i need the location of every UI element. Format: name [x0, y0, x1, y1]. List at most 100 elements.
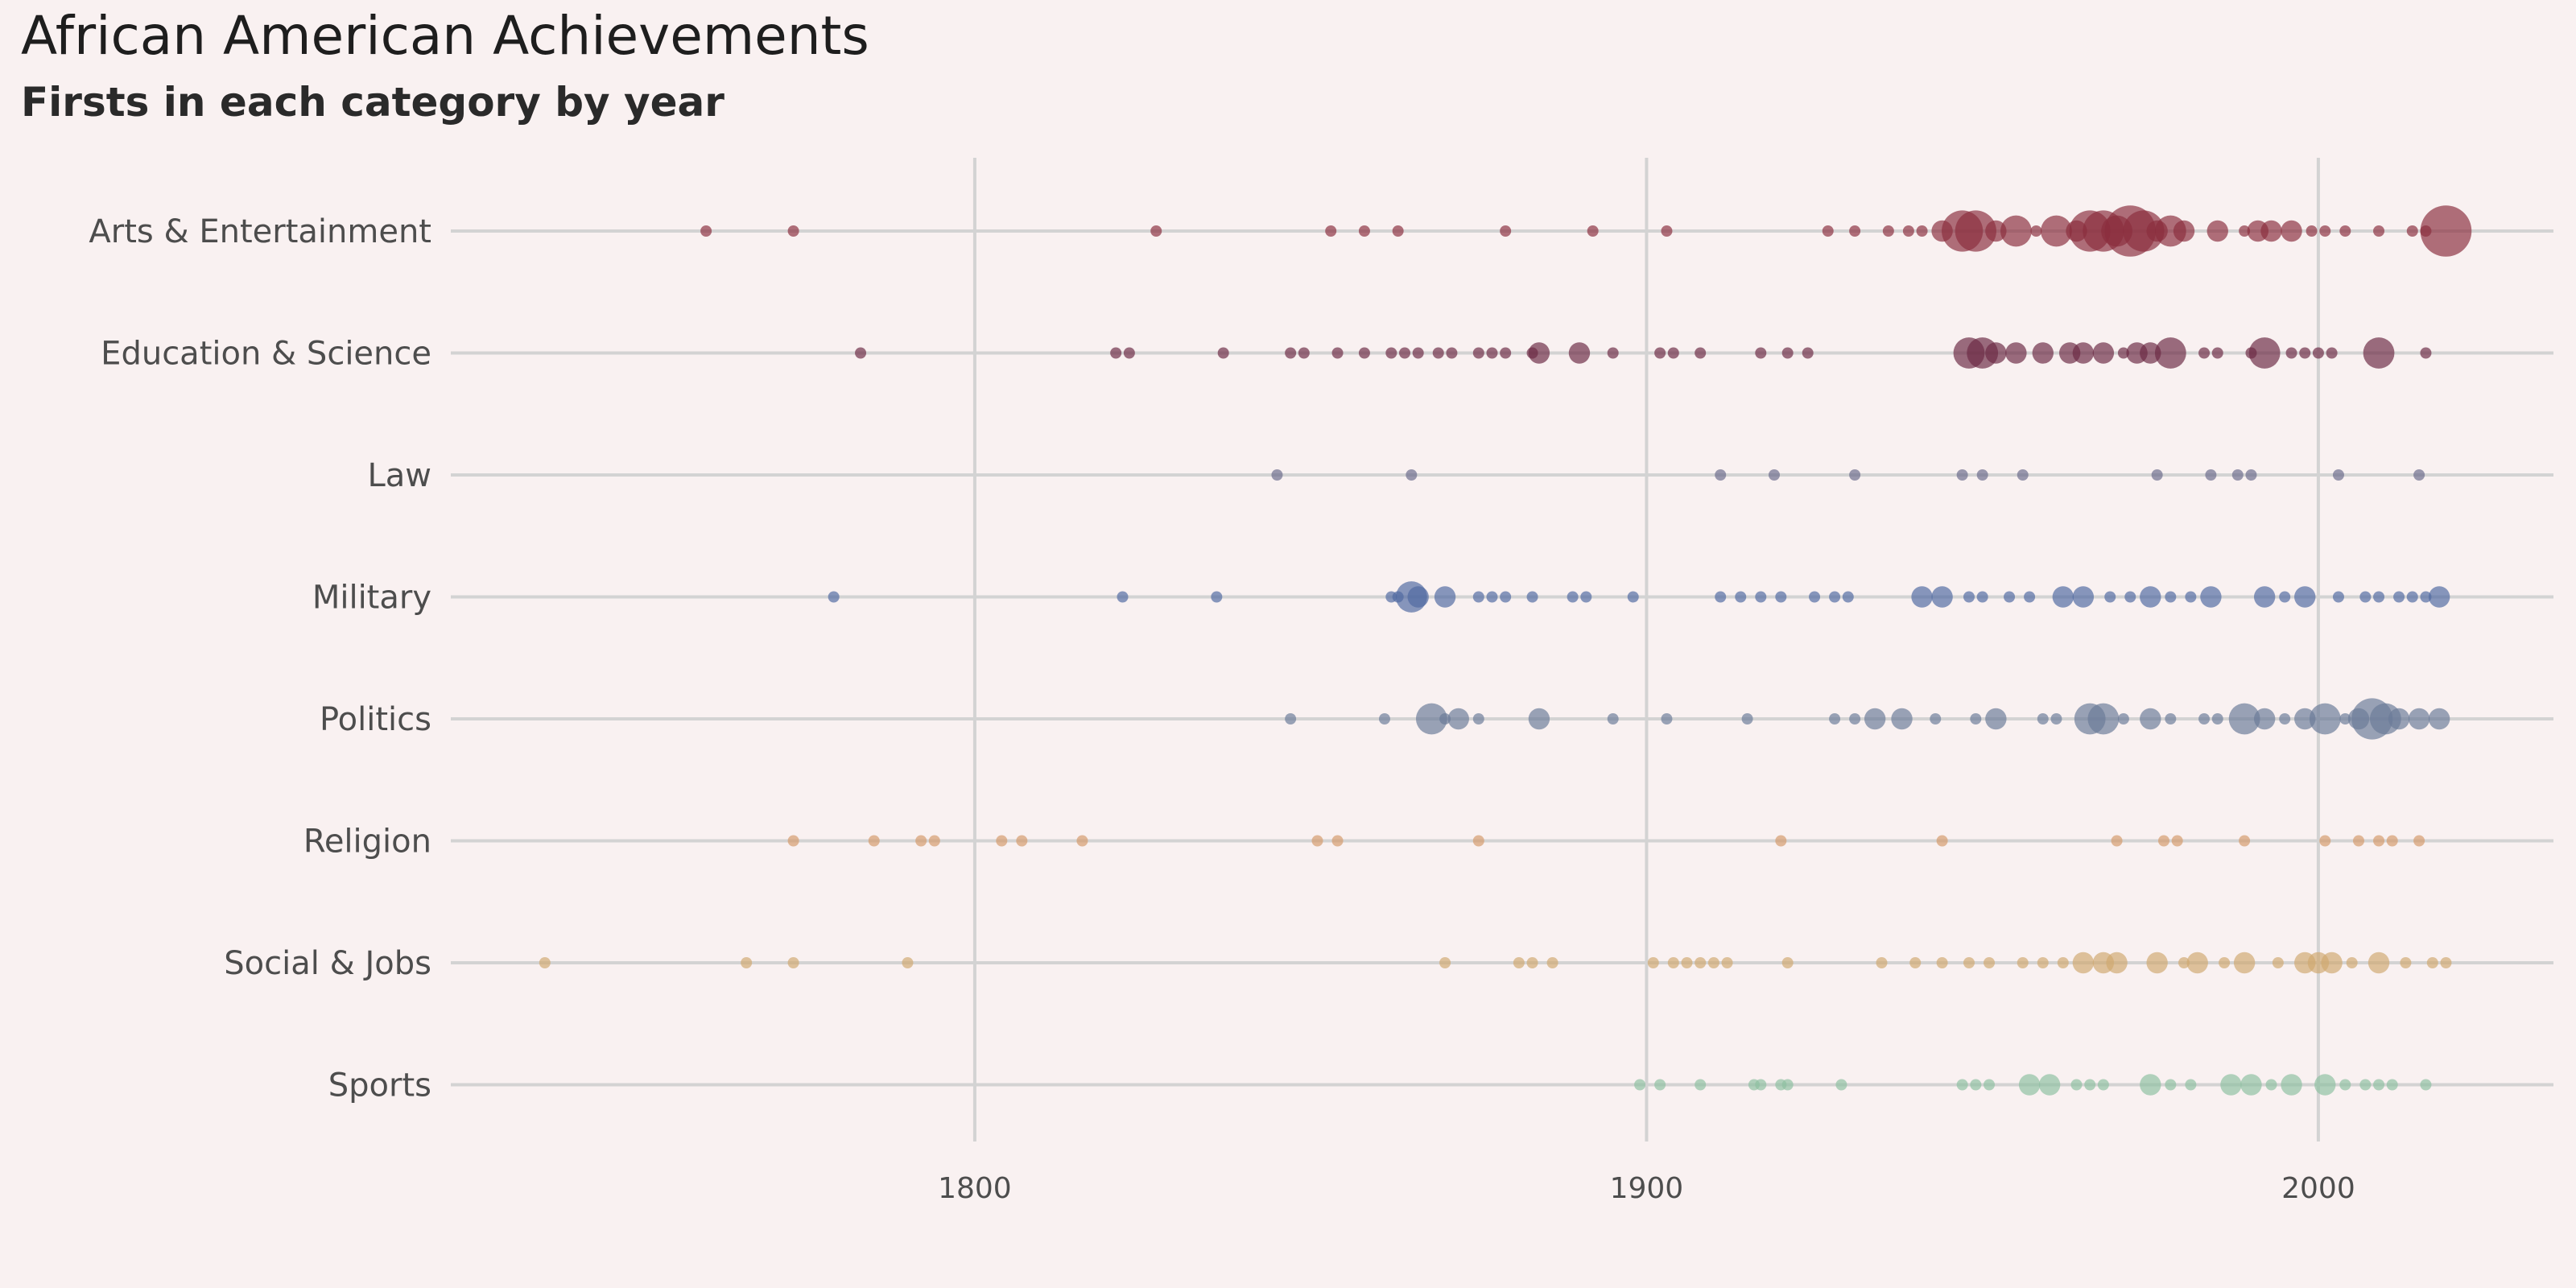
- point-military-1925: [1809, 591, 1821, 603]
- point-military-1950: [1976, 591, 1988, 603]
- point-education-science-1783: [855, 347, 867, 359]
- point-education-science-2002: [2326, 347, 2338, 359]
- point-military-1822: [1117, 591, 1129, 603]
- point-arts-entertainment-1952: [1985, 220, 2007, 242]
- point-sports-1929: [1835, 1079, 1847, 1091]
- point-politics-2018: [2428, 708, 2450, 730]
- point-social-jobs-1906: [1681, 957, 1693, 968]
- point-arts-entertainment-2004: [2339, 225, 2351, 237]
- point-sports-2007: [2359, 1079, 2372, 1091]
- point-military-2014: [2406, 591, 2418, 603]
- point-religion-1807: [1016, 835, 1028, 847]
- x-tick-label-1900: 1900: [1610, 1172, 1684, 1205]
- point-religion-1816: [1076, 835, 1088, 847]
- point-politics-1915: [1741, 713, 1753, 724]
- point-social-jobs-2005: [2346, 957, 2358, 968]
- point-arts-entertainment-1964: [2066, 220, 2087, 242]
- point-military-2003: [2332, 591, 2344, 603]
- point-politics-1934: [1864, 708, 1886, 730]
- point-military-1911: [1715, 591, 1727, 603]
- point-law-1931: [1849, 469, 1861, 481]
- point-social-jobs-1870: [1439, 957, 1451, 968]
- point-sports-1917: [1755, 1079, 1767, 1091]
- point-sports-1960: [2038, 1074, 2061, 1096]
- point-social-jobs-1986: [2219, 957, 2231, 968]
- point-sports-2011: [2386, 1079, 2398, 1091]
- point-education-science-1952: [1985, 342, 2007, 364]
- point-sports-1987: [2220, 1074, 2242, 1096]
- point-religion-2015: [2413, 835, 2425, 847]
- point-politics-1961: [2050, 713, 2062, 724]
- point-politics-1978: [2165, 713, 2177, 724]
- point-military-1891: [1580, 591, 1592, 603]
- point-education-science-1854: [1331, 347, 1344, 359]
- point-military-1914: [1735, 591, 1747, 603]
- point-religion-1920: [1775, 835, 1787, 847]
- point-sports-1981: [2185, 1079, 2197, 1091]
- point-education-science-1877: [1486, 347, 1498, 359]
- point-education-science-1992: [2248, 337, 2281, 369]
- point-religion-1773: [787, 835, 799, 847]
- point-military-1969: [2104, 591, 2116, 603]
- point-education-science-1975: [2140, 342, 2161, 364]
- point-education-science-1864: [1398, 347, 1410, 359]
- point-sports-1993: [2265, 1079, 2277, 1091]
- point-politics-1952: [1985, 708, 2007, 730]
- point-education-science-1978: [2154, 337, 2186, 369]
- point-law-1950: [1976, 469, 1988, 481]
- category-label-politics: Politics: [320, 701, 431, 738]
- point-military-1883: [1526, 591, 1538, 603]
- category-label-religion: Religion: [303, 824, 431, 861]
- point-education-science-1902: [1654, 347, 1666, 359]
- point-education-science-1871: [1446, 347, 1458, 359]
- point-religion-1785: [868, 835, 880, 847]
- point-education-science-2000: [2312, 347, 2324, 359]
- point-politics-1985: [2211, 713, 2223, 724]
- point-law-1988: [2231, 469, 2244, 481]
- point-arts-entertainment-1936: [1882, 225, 1894, 237]
- point-military-2007: [2359, 591, 2372, 603]
- point-military-1866: [1407, 586, 1429, 608]
- point-education-science-1862: [1385, 347, 1397, 359]
- point-sports-1957: [2018, 1074, 2041, 1096]
- point-sports-1921: [1781, 1079, 1794, 1091]
- point-arts-entertainment-1985: [2207, 220, 2228, 242]
- point-military-2016: [2420, 591, 2432, 603]
- point-politics-2001: [2309, 703, 2341, 735]
- point-arts-entertainment-1939: [1902, 225, 1914, 237]
- point-law-1976: [2151, 469, 2163, 481]
- point-social-jobs-1910: [1707, 957, 1719, 968]
- point-education-science-1983: [2198, 347, 2211, 359]
- point-military-1870: [1434, 586, 1456, 608]
- point-arts-entertainment-1941: [1916, 225, 1928, 237]
- point-education-science-1866: [1412, 347, 1424, 359]
- point-sports-1949: [1970, 1079, 1982, 1091]
- point-law-1947: [1956, 469, 1968, 481]
- point-law-1845: [1271, 469, 1283, 481]
- point-arts-entertainment-1944: [1931, 220, 1953, 242]
- point-social-jobs-2002: [2321, 952, 2343, 974]
- point-law-1990: [2245, 469, 2257, 481]
- point-religion-1794: [928, 835, 940, 847]
- point-religion-1792: [915, 835, 927, 847]
- point-social-jobs-1982: [2186, 952, 2208, 974]
- point-sports-2001: [2314, 1074, 2336, 1096]
- point-social-jobs-1921: [1781, 957, 1794, 968]
- point-social-jobs-2019: [2440, 957, 2452, 968]
- category-label-education-science: Education & Science: [101, 336, 431, 373]
- point-arts-entertainment-2009: [2373, 225, 2385, 237]
- point-religion-2011: [2386, 835, 2398, 847]
- point-religion-1944: [1936, 835, 1948, 847]
- point-arts-entertainment-1853: [1325, 225, 1337, 237]
- point-education-science-1847: [1285, 347, 1297, 359]
- point-sports-1902: [1654, 1079, 1666, 1091]
- point-military-1928: [1829, 591, 1841, 603]
- point-education-science-1968: [2092, 342, 2115, 364]
- point-religion-1804: [996, 835, 1008, 847]
- point-religion-1989: [2239, 835, 2251, 847]
- point-military-1944: [1931, 586, 1953, 608]
- point-sports-1978: [2165, 1079, 2177, 1091]
- point-arts-entertainment-1955: [2000, 215, 2032, 247]
- point-arts-entertainment-1927: [1822, 225, 1834, 237]
- chart-subtitle: Firsts in each category by year: [21, 79, 724, 126]
